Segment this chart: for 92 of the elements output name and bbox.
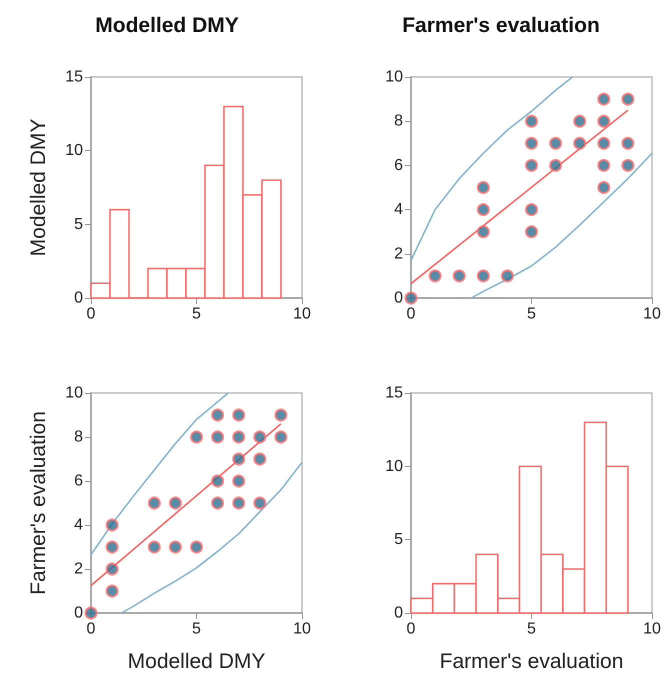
point [476, 181, 490, 194]
point [597, 114, 610, 128]
point [525, 203, 538, 216]
y-tick-label: 8 [394, 112, 404, 130]
point [232, 474, 246, 488]
point [253, 452, 266, 466]
y-tick-label: 6 [394, 156, 404, 174]
line-series [470, 152, 653, 299]
x-tick-label: 0 [406, 306, 416, 322]
x-axis-title: Modelled DMY [128, 650, 266, 673]
point [211, 408, 224, 422]
point [500, 269, 514, 282]
point [597, 136, 610, 150]
y-tick-label: 6 [74, 472, 84, 490]
point [428, 269, 442, 282]
y-tick-label: 0 [74, 604, 84, 622]
point [621, 92, 634, 106]
point [274, 430, 288, 444]
y-tick-label: 4 [394, 201, 404, 218]
point [84, 606, 98, 620]
x-tick-label: 0 [86, 620, 96, 638]
point [597, 158, 610, 172]
y-tick-label: 0 [394, 290, 404, 306]
point [525, 158, 538, 172]
y-tick-label: 10 [385, 68, 404, 86]
y-tick-label: 10 [65, 384, 84, 402]
point [621, 136, 634, 150]
point [232, 452, 246, 466]
point [549, 136, 562, 150]
y-tick-label: 15 [385, 384, 404, 402]
x-tick-label: 5 [527, 306, 536, 322]
point [404, 292, 418, 304]
point [232, 496, 246, 510]
point [525, 114, 538, 128]
point [476, 269, 490, 282]
point [106, 540, 119, 554]
point [549, 158, 562, 172]
point [232, 408, 246, 422]
point [211, 474, 224, 488]
point [525, 225, 538, 238]
point [106, 562, 119, 576]
y-tick-label: 15 [65, 68, 84, 86]
x-tick-label: 10 [643, 306, 661, 322]
point [190, 430, 203, 444]
x-tick-label: 0 [406, 620, 416, 638]
chart-title: Farmer's evaluation [402, 14, 600, 37]
point [168, 496, 182, 510]
point [573, 114, 586, 128]
line-series [90, 392, 229, 556]
point [452, 269, 466, 282]
point [573, 136, 586, 150]
point [525, 136, 538, 150]
y-axis-title: Farmer's evaluation [27, 411, 50, 595]
y-tick-label: 10 [65, 142, 84, 160]
y-tick-label: 10 [385, 458, 404, 475]
y-tick-label: 0 [394, 604, 404, 622]
x-tick-label: 10 [293, 306, 311, 322]
y-axis-title: Modelled DMY [27, 118, 50, 256]
point [274, 408, 288, 422]
point [106, 584, 119, 598]
point [253, 430, 266, 444]
y-tick-label: 0 [74, 290, 84, 306]
point [476, 225, 490, 238]
y-tick-label: 4 [74, 516, 84, 534]
y-tick-label: 2 [74, 560, 84, 578]
point [106, 518, 119, 532]
point [211, 430, 224, 444]
point [148, 496, 161, 510]
point [211, 496, 224, 510]
point [168, 540, 182, 554]
y-tick-label: 5 [394, 531, 404, 548]
x-axis-title: Farmer's evaluation [440, 650, 624, 673]
point [232, 430, 246, 444]
x-tick-label: 5 [192, 620, 202, 638]
point [597, 92, 610, 106]
y-tick-label: 2 [394, 245, 404, 262]
x-tick-label: 5 [192, 306, 202, 322]
point [190, 540, 203, 554]
line-series [410, 76, 574, 262]
y-tick-label: 8 [74, 428, 84, 446]
x-tick-label: 10 [293, 620, 311, 638]
x-tick-label: 5 [527, 620, 536, 638]
point [148, 540, 161, 554]
point [253, 496, 266, 510]
x-tick-label: 0 [86, 306, 96, 322]
point [621, 158, 634, 172]
point [597, 181, 610, 194]
x-tick-label: 10 [643, 620, 661, 638]
chart-title: Modelled DMY [95, 14, 239, 37]
point [476, 203, 490, 216]
line-series [120, 462, 303, 614]
y-tick-label: 5 [74, 216, 84, 233]
